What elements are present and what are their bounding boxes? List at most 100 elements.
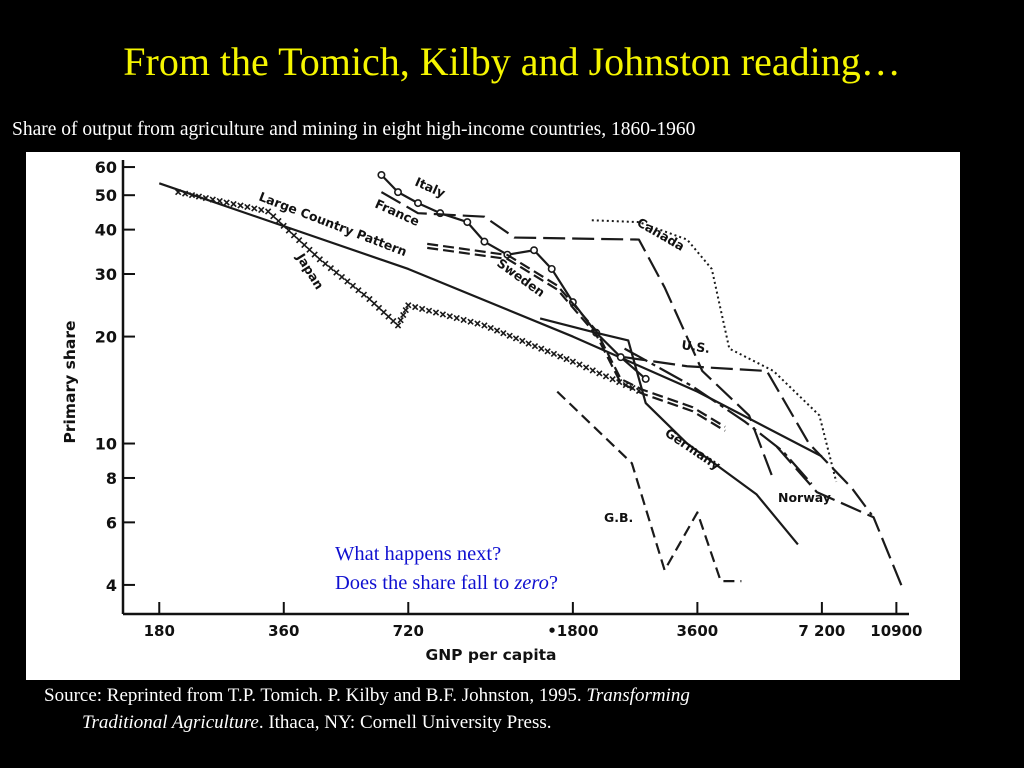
cross-mark	[338, 273, 346, 281]
series-line	[591, 219, 838, 483]
cross-mark	[544, 348, 551, 355]
cross-mark	[244, 203, 251, 211]
y-tick-label: 6	[106, 513, 117, 532]
cross-mark	[322, 260, 329, 267]
y-tick-label: 10	[95, 435, 117, 454]
slide-title: From the Tomich, Kilby and Johnston read…	[123, 39, 901, 84]
series-line	[775, 445, 904, 590]
series-line	[158, 182, 823, 458]
cross-mark	[311, 251, 318, 258]
cross-mark	[385, 313, 392, 320]
y-tick-label: 4	[106, 576, 117, 595]
cross-mark	[280, 222, 287, 229]
x-tick-label: 7 200	[798, 622, 845, 640]
series-label: Germany	[662, 425, 723, 473]
cross-mark	[525, 340, 532, 347]
cross-mark	[264, 208, 272, 215]
cross-mark	[418, 305, 426, 313]
cross-mark	[557, 353, 564, 360]
cross-mark	[237, 202, 244, 209]
x-axis-label: GNP per capita	[425, 646, 556, 664]
cross-mark	[446, 313, 453, 320]
cross-mark	[569, 358, 577, 365]
x-tick-label: 360	[268, 622, 299, 640]
series-label: G.B.	[604, 510, 633, 525]
series-line	[624, 347, 813, 485]
cross-mark	[500, 330, 507, 337]
source-line-2: Traditional Agriculture. Ithaca, NY: Cor…	[44, 709, 690, 736]
cross-mark	[531, 342, 539, 350]
cross-mark	[602, 373, 610, 380]
cross-mark	[366, 295, 373, 303]
cross-mark	[290, 232, 298, 239]
cross-mark	[609, 376, 616, 383]
source-title-part1: Transforming	[586, 685, 690, 706]
cross-mark	[301, 241, 308, 249]
source-title-part2: Traditional Agriculture	[82, 712, 259, 733]
cross-mark	[467, 318, 474, 325]
cross-mark	[405, 302, 412, 309]
y-axis-label: Primary share	[61, 321, 79, 444]
x-tick-label: 10900	[870, 622, 922, 640]
cross-mark	[589, 367, 596, 374]
cross-mark	[481, 322, 488, 329]
series-label: Norway	[778, 490, 831, 505]
cross-mark	[371, 300, 378, 307]
cross-mark	[202, 194, 210, 202]
y-tick-label: 60	[95, 158, 117, 177]
cross-mark	[512, 335, 520, 342]
data-point	[641, 374, 650, 383]
data-point	[463, 218, 472, 227]
cross-mark	[616, 378, 623, 386]
series-large-country-pattern: Large Country Pattern	[158, 182, 823, 458]
y-tick-label: 40	[95, 221, 117, 240]
series-unlabeled	[775, 445, 904, 590]
callout-line-1: What happens next?	[335, 543, 502, 565]
cross-mark	[258, 206, 265, 214]
cross-mark	[550, 350, 558, 358]
data-point	[530, 246, 539, 255]
cross-mark	[285, 227, 292, 234]
cross-mark	[425, 307, 433, 314]
y-tick-label: 20	[95, 328, 117, 347]
data-point	[394, 188, 403, 197]
cross-mark	[474, 320, 481, 327]
cross-mark	[412, 303, 419, 311]
chart-panel: 4 6 8 10 20 30 40 50 60 180 360 720 •1800 3600 7 200 10…	[26, 152, 960, 680]
cross-mark	[175, 188, 182, 196]
cross-mark	[460, 316, 467, 324]
series-line	[624, 356, 873, 516]
y-tick-label: 30	[95, 265, 117, 284]
series-line	[427, 246, 726, 432]
cross-mark	[209, 196, 216, 203]
x-tick-label: 180	[144, 622, 175, 640]
source-line-1: Source: Reprinted from T.P. Tomich. P. K…	[44, 682, 690, 709]
cross-mark	[360, 291, 368, 298]
cross-mark	[394, 322, 402, 329]
cross-mark	[397, 317, 404, 324]
x-tick-label: 720	[393, 622, 424, 640]
data-point	[413, 199, 422, 208]
series-label: Japan	[293, 250, 327, 292]
cross-mark	[327, 264, 335, 272]
cross-mark	[487, 324, 494, 332]
cross-mark	[432, 309, 440, 316]
cross-mark	[380, 309, 387, 316]
data-point	[616, 353, 625, 362]
cross-mark	[453, 314, 460, 322]
data-point	[547, 264, 556, 273]
cross-mark	[538, 345, 545, 352]
data-point	[377, 170, 386, 179]
callout-line-2: Does the share fall to zero?	[335, 569, 558, 598]
cross-mark	[295, 236, 303, 244]
chart-subtitle: Share of output from agriculture and min…	[12, 119, 696, 140]
callout-suffix: ?	[548, 572, 558, 594]
series-g-b-: G.B.	[556, 390, 742, 583]
data-point	[480, 237, 489, 246]
series-norway: Norway	[624, 347, 831, 505]
cross-mark	[275, 217, 282, 225]
cross-mark	[506, 332, 513, 339]
cross-mark	[355, 287, 362, 294]
cross-mark	[344, 278, 351, 285]
cross-mark	[349, 282, 357, 289]
